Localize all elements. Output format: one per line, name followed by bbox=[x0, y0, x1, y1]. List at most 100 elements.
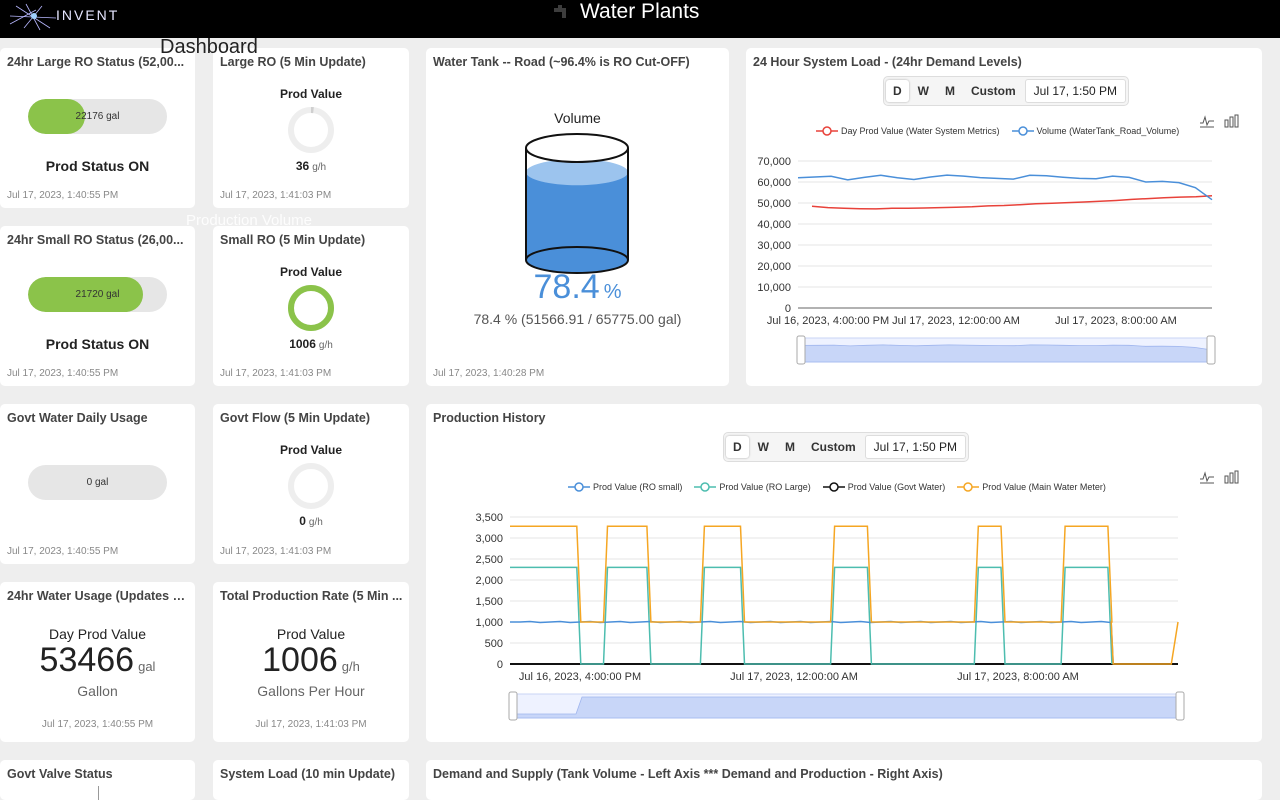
x-tick-label: Jul 16, 2023, 4:00:00 PM bbox=[767, 315, 889, 327]
faucet-icon bbox=[554, 5, 566, 18]
y-tick-label: 3,000 bbox=[475, 533, 503, 545]
y-tick-label: 20,000 bbox=[757, 261, 791, 273]
range-month-button[interactable]: M bbox=[785, 440, 795, 454]
water-usage-card: 24hr Water Usage (Updates b... Day Prod … bbox=[0, 582, 195, 742]
production-history-chart-card: Production History D W M Custom Jul 17, … bbox=[426, 404, 1262, 742]
volume-label: Volume bbox=[554, 110, 601, 126]
card-title: Water Tank -- Road (~96.4% is RO Cut-OFF… bbox=[433, 55, 690, 69]
production-history-line-chart: 3,500 3,000 2,500 2,000 1,500 1,000 500 0 Jul 16… bbox=[475, 512, 1185, 721]
total-production-rate-card: Total Production Rate (5 Min ... Prod Va… bbox=[213, 582, 409, 742]
card-title: Govt Valve Status bbox=[7, 767, 113, 781]
prod-value-label: Prod Value bbox=[276, 626, 346, 642]
gauge-ring bbox=[288, 285, 334, 331]
timestamp: Jul 17, 2023, 1:40:55 PM bbox=[7, 190, 119, 201]
range-custom-button[interactable]: Custom bbox=[811, 440, 856, 454]
water-tank-card: Water Tank -- Road (~96.4% is RO Cut-OFF… bbox=[426, 48, 729, 386]
y-tick-label: 60,000 bbox=[757, 177, 791, 189]
legend-item-main-meter[interactable]: Prod Value (Main Water Meter) bbox=[957, 482, 1106, 492]
x-tick-label: Jul 16, 2023, 4:00:00 PM bbox=[519, 671, 641, 683]
bar-chart-icon[interactable] bbox=[1223, 114, 1239, 128]
prod-value: 36 g/h bbox=[295, 159, 327, 173]
y-tick-label: 3,500 bbox=[475, 512, 503, 524]
chart-legend: Day Prod Value (Water System Metrics) Vo… bbox=[816, 126, 1179, 136]
card-title: 24hr Water Usage (Updates b... bbox=[7, 589, 190, 603]
logo-text: INVENT bbox=[56, 7, 120, 23]
y-tick-label: 0 bbox=[497, 659, 503, 671]
prod-value-label: Prod Value bbox=[279, 87, 343, 101]
card-title: Small RO (5 Min Update) bbox=[220, 233, 366, 247]
card-title: Govt Flow (5 Min Update) bbox=[220, 411, 370, 425]
progress-pill: 0 gal bbox=[28, 465, 167, 500]
invent-logo-icon bbox=[9, 3, 57, 31]
day-prod-label: Day Prod Value bbox=[48, 626, 146, 642]
x-tick-label: Jul 17, 2023, 12:00:00 AM bbox=[892, 315, 1020, 327]
card-title: Govt Water Daily Usage bbox=[7, 411, 148, 425]
y-tick-label: 70,000 bbox=[757, 156, 791, 168]
timestamp: Jul 17, 2023, 1:40:55 PM bbox=[7, 546, 119, 557]
legend-item-day-prod[interactable]: Day Prod Value (Water System Metrics) bbox=[816, 126, 1000, 136]
y-tick-label: 1,500 bbox=[475, 596, 503, 608]
y-tick-label: 40,000 bbox=[757, 219, 791, 231]
y-tick-label: 50,000 bbox=[757, 198, 791, 210]
timestamp: Jul 17, 2023, 1:40:55 PM bbox=[7, 368, 119, 379]
range-day-button[interactable]: D bbox=[726, 436, 749, 458]
prod-value: 1006 g/h bbox=[262, 641, 360, 679]
small-ro-status-card: 24hr Small RO Status (26,00... 21720 gal… bbox=[0, 226, 195, 386]
line-chart-icon[interactable] bbox=[1199, 470, 1215, 484]
legend-item-ro-large[interactable]: Prod Value (RO Large) bbox=[694, 482, 811, 492]
timestamp: Jul 17, 2023, 1:41:03 PM bbox=[255, 719, 367, 730]
bar-chart-icon[interactable] bbox=[1223, 470, 1239, 484]
valve-indicator bbox=[98, 786, 99, 800]
chart-title: Production History bbox=[433, 411, 546, 425]
timestamp: Jul 17, 2023, 1:40:55 PM bbox=[41, 719, 154, 730]
range-week-button[interactable]: W bbox=[757, 440, 769, 454]
unit-label: Gallons Per Hour bbox=[257, 683, 365, 699]
timestamp: Jul 17, 2023, 1:41:03 PM bbox=[220, 546, 332, 557]
card-title: 24hr Small RO Status (26,00... bbox=[7, 233, 184, 247]
zoom-slider-preview bbox=[800, 344, 1212, 363]
chart-legend: Prod Value (RO small) Prod Value (RO Lar… bbox=[568, 482, 1106, 492]
day-prod-value: 53466 gal bbox=[39, 641, 156, 679]
legend-item-ro-small[interactable]: Prod Value (RO small) bbox=[568, 482, 682, 492]
range-custom-button[interactable]: Custom bbox=[971, 84, 1016, 98]
card-title: Total Production Rate (5 Min ... bbox=[220, 589, 403, 603]
gauge-ring bbox=[288, 107, 334, 153]
y-tick-label: 500 bbox=[485, 638, 503, 650]
zoom-handle-left bbox=[796, 335, 806, 365]
card-title: System Load (10 min Update) bbox=[220, 767, 396, 781]
range-week-button[interactable]: W bbox=[917, 84, 929, 98]
legend-item-govt-water[interactable]: Prod Value (Govt Water) bbox=[822, 482, 945, 492]
gauge-ring bbox=[288, 463, 334, 509]
prod-value-label: Prod Value bbox=[279, 443, 343, 457]
prod-value: 1006 g/h bbox=[289, 337, 333, 351]
govt-valve-status-card: Govt Valve Status bbox=[0, 760, 195, 800]
large-ro-card: Large RO (5 Min Update) Prod Value 36 g/h… bbox=[213, 48, 409, 208]
progress-pill: 21720 gal bbox=[28, 277, 167, 312]
govt-daily-usage-card: Govt Water Daily Usage 0 gal Jul 17, 202… bbox=[0, 404, 195, 564]
x-tick-label: Jul 17, 2023, 12:00:00 AM bbox=[730, 671, 858, 683]
timestamp: Jul 17, 2023, 1:41:03 PM bbox=[220, 190, 332, 201]
y-tick-label: 1,000 bbox=[475, 617, 503, 629]
y-tick-label: 10,000 bbox=[757, 282, 791, 294]
y-tick-label: 30,000 bbox=[757, 240, 791, 252]
range-day-button[interactable]: D bbox=[886, 80, 909, 102]
dashboard-label: Dashboard bbox=[160, 36, 258, 58]
progress-text: 22176 gal bbox=[75, 111, 120, 122]
y-tick-label: 0 bbox=[785, 303, 791, 315]
timestamp: Jul 17, 2023, 1:41:03 PM bbox=[220, 368, 332, 379]
date-picker[interactable]: Jul 17, 1:50 PM bbox=[864, 435, 967, 459]
large-ro-status-card: 24hr Large RO Status (52,00... 22176 gal… bbox=[0, 48, 195, 208]
y-tick-label: 2,500 bbox=[475, 554, 503, 566]
legend-item-volume[interactable]: Volume (WaterTank_Road_Volume) bbox=[1011, 126, 1179, 136]
time-range-selector: D W M Custom Jul 17, 1:50 PM bbox=[723, 432, 970, 462]
series-line-0 bbox=[811, 194, 1213, 210]
range-month-button[interactable]: M bbox=[945, 84, 955, 98]
time-range-selector: D W M Custom Jul 17, 1:50 PM bbox=[883, 76, 1130, 106]
timestamp: Jul 17, 2023, 1:40:28 PM bbox=[433, 368, 545, 379]
series-line-1 bbox=[797, 174, 1213, 201]
progress-fill bbox=[28, 99, 85, 134]
card-title: Demand and Supply (Tank Volume - Left Ax… bbox=[433, 767, 943, 781]
progress-pill: 22176 gal bbox=[28, 99, 167, 134]
date-picker[interactable]: Jul 17, 1:50 PM bbox=[1024, 79, 1127, 103]
line-chart-icon[interactable] bbox=[1199, 114, 1215, 128]
